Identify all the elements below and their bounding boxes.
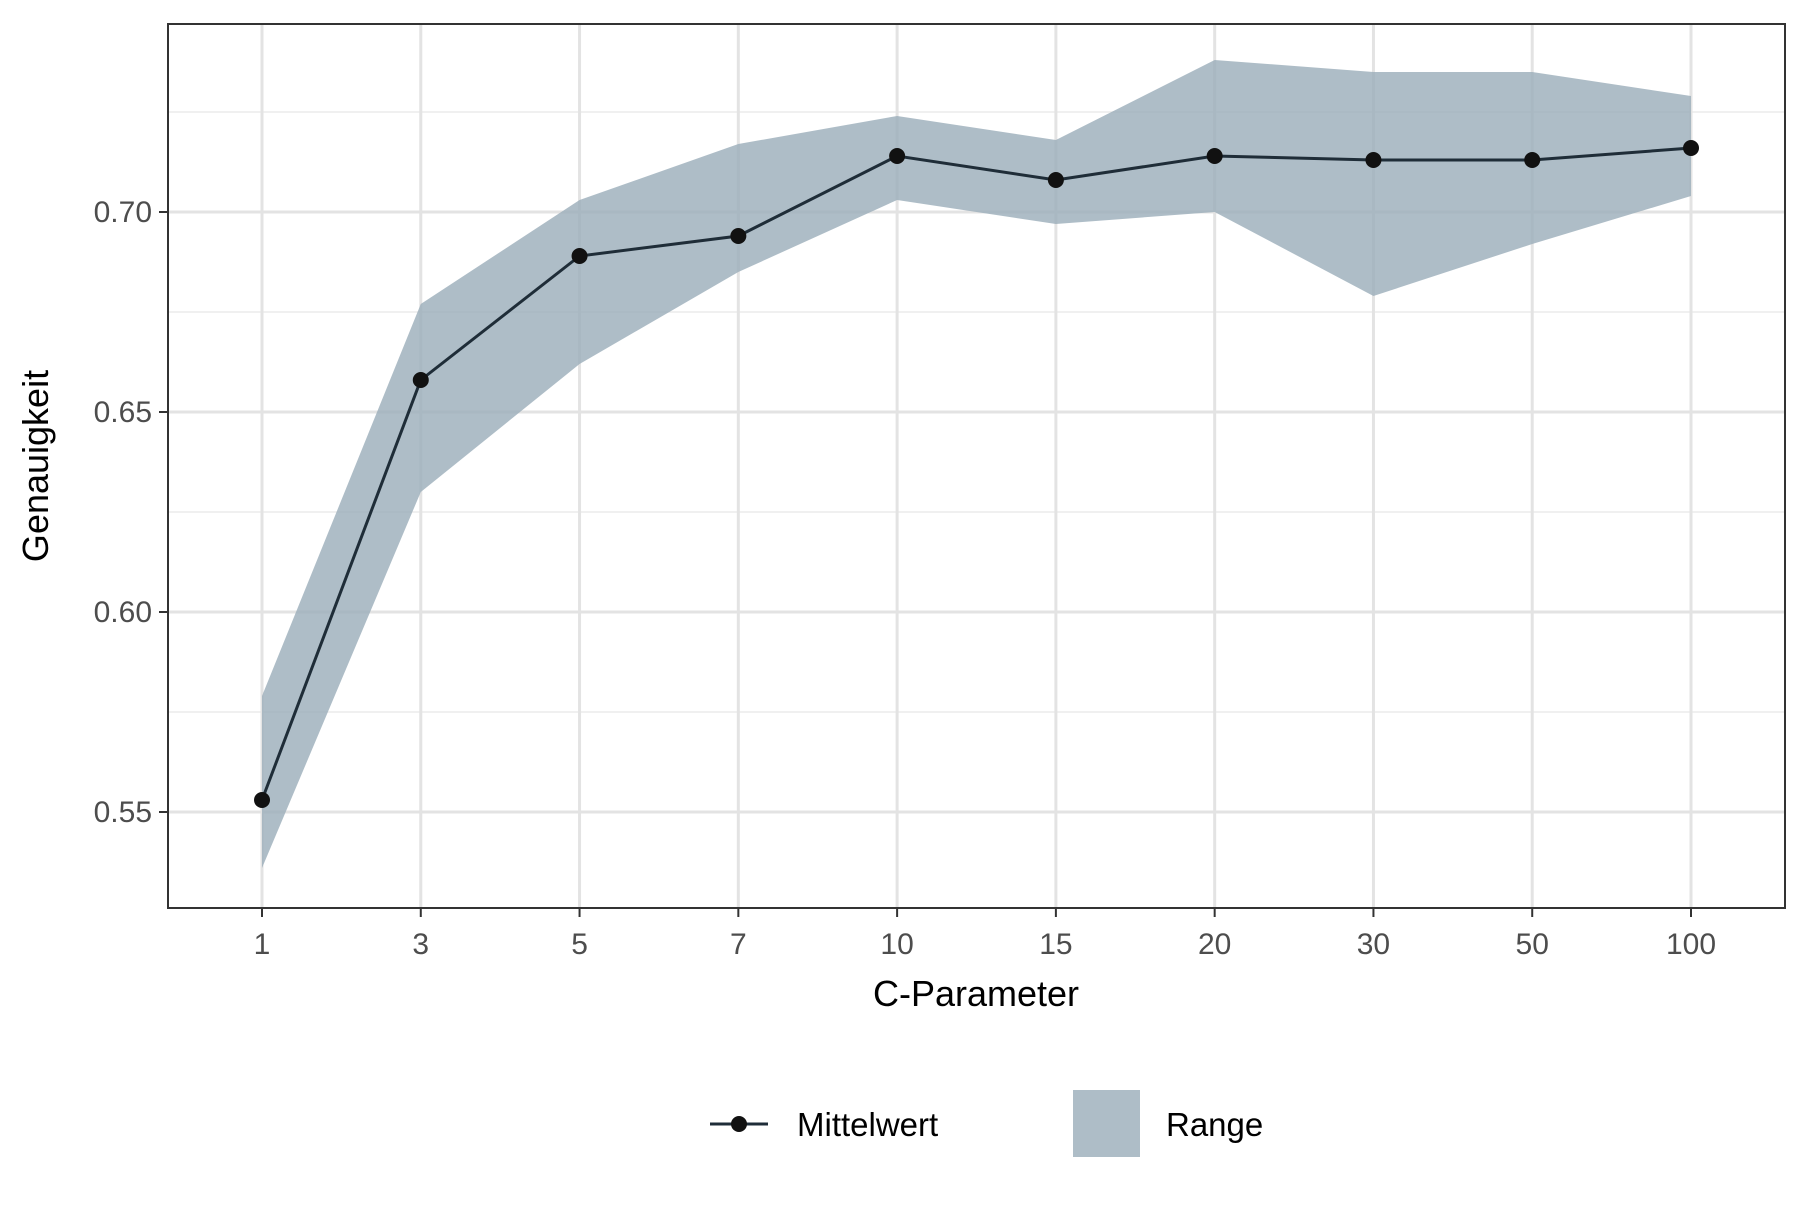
mean-point [1524, 152, 1541, 168]
range-ribbon-layer [262, 60, 1691, 868]
mean-line [260, 146, 1692, 801]
mean-line-layer [260, 146, 1692, 801]
legend-item-range: Range [1073, 1090, 1263, 1157]
legend-item-mean: Mittelwert [710, 1106, 938, 1143]
x-tick-label: 15 [1039, 928, 1072, 961]
x-tick-label: 5 [571, 928, 588, 961]
mean-point [889, 148, 906, 164]
y-tick-label: 0.65 [94, 396, 152, 429]
legend-mean-point-key [731, 1116, 747, 1132]
x-tick-label: 20 [1198, 928, 1231, 961]
x-axis-title: C-Parameter [873, 973, 1079, 1014]
legend-label-range: Range [1166, 1106, 1263, 1143]
legend: Mittelwert Range [710, 1090, 1263, 1157]
y-tick-label: 0.60 [94, 596, 152, 629]
mean-point [1365, 152, 1382, 168]
plot-panel-border [167, 23, 1786, 909]
y-axis-title: Genauigkeit [15, 370, 56, 562]
mean-points-layer [254, 140, 1699, 808]
mean-point [730, 228, 747, 244]
mean-point [412, 372, 429, 388]
y-tick-label: 0.55 [94, 796, 152, 829]
x-tick-label: 30 [1357, 928, 1390, 961]
x-tick-label: 7 [730, 928, 747, 961]
mean-point [254, 792, 270, 808]
mean-point [571, 248, 588, 264]
x-tick-label: 100 [1666, 928, 1716, 961]
x-axis-ticks: 1 3 5 7 10 15 20 30 50 100 [254, 908, 1716, 961]
legend-range-swatch [1073, 1090, 1140, 1157]
x-tick-label: 50 [1516, 928, 1549, 961]
y-axis-ticks: 0.55 0.60 0.65 0.70 [94, 196, 168, 829]
mean-point [1683, 140, 1699, 156]
x-tick-label: 10 [880, 928, 913, 961]
legend-label-mean: Mittelwert [797, 1106, 938, 1143]
mean-point [1206, 148, 1223, 164]
range-ribbon [262, 60, 1691, 868]
x-tick-label: 1 [254, 928, 271, 961]
mean-point [1047, 172, 1064, 188]
y-tick-label: 0.70 [94, 196, 152, 229]
x-tick-label: 3 [412, 928, 429, 961]
